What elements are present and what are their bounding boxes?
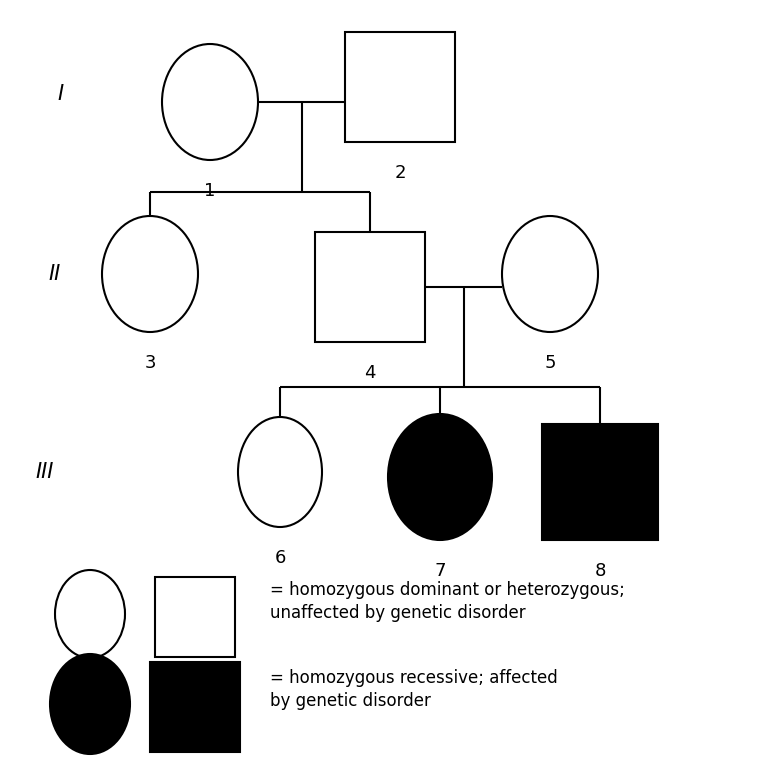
Bar — [150, 662, 240, 752]
Text: 8: 8 — [594, 562, 606, 580]
Text: 5: 5 — [544, 354, 556, 372]
Text: I: I — [57, 84, 63, 104]
Text: 7: 7 — [435, 562, 445, 580]
Bar — [315, 232, 425, 342]
Bar — [155, 577, 235, 657]
Ellipse shape — [238, 417, 322, 527]
Text: unaffected by genetic disorder: unaffected by genetic disorder — [270, 604, 525, 622]
Ellipse shape — [55, 570, 125, 658]
Ellipse shape — [388, 414, 492, 540]
Text: 1: 1 — [204, 182, 216, 200]
Text: 4: 4 — [364, 364, 376, 382]
Text: III: III — [36, 462, 54, 482]
Text: 3: 3 — [144, 354, 156, 372]
Text: = homozygous dominant or heterozygous;: = homozygous dominant or heterozygous; — [270, 581, 625, 599]
Ellipse shape — [50, 654, 130, 754]
Text: 6: 6 — [274, 549, 286, 567]
Bar — [542, 424, 658, 540]
Text: II: II — [49, 264, 61, 284]
Text: = homozygous recessive; affected: = homozygous recessive; affected — [270, 669, 558, 687]
Text: by genetic disorder: by genetic disorder — [270, 692, 431, 710]
Ellipse shape — [162, 44, 258, 160]
Text: 2: 2 — [394, 164, 406, 182]
Bar — [345, 32, 455, 142]
Ellipse shape — [102, 216, 198, 332]
Ellipse shape — [502, 216, 598, 332]
